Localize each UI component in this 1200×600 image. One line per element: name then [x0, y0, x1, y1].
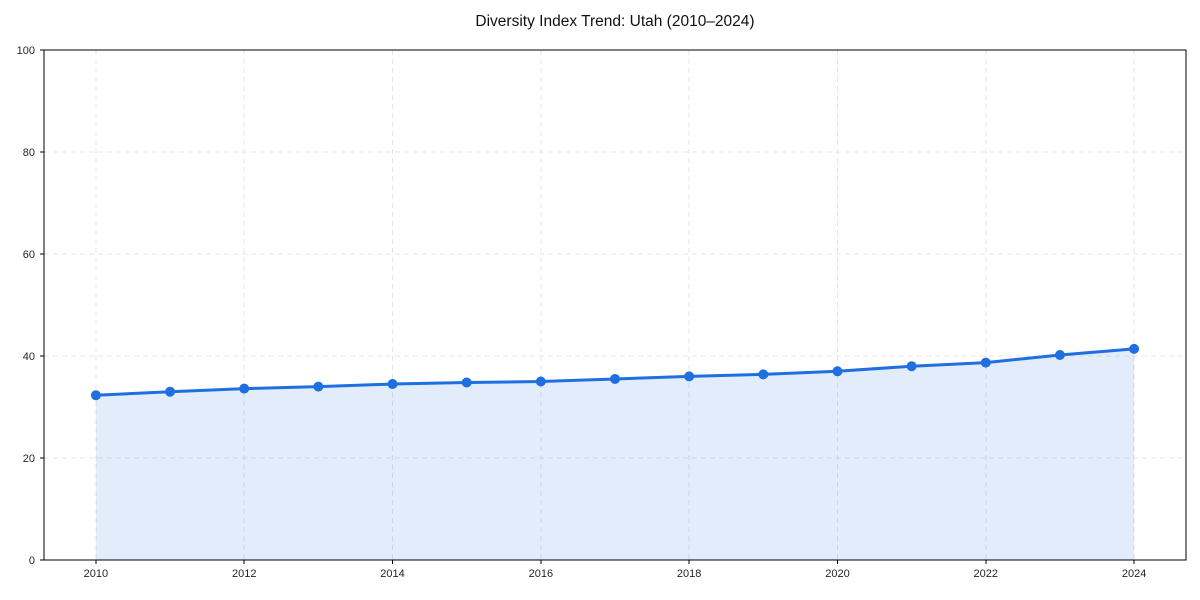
data-point-marker — [535, 376, 546, 387]
x-tick-label: 2024 — [1122, 568, 1146, 580]
y-tick-label: 80 — [23, 147, 35, 159]
data-point-marker — [610, 373, 620, 384]
x-tick-label: 2022 — [974, 568, 998, 580]
x-tick-label: 2014 — [380, 568, 404, 580]
data-point-marker — [758, 369, 769, 380]
data-point-marker — [165, 386, 176, 397]
data-point-marker — [1054, 349, 1065, 360]
data-point-marker — [313, 381, 324, 392]
y-tick-label: 100 — [17, 45, 35, 57]
y-tick-label: 20 — [23, 453, 35, 465]
data-point-marker — [1129, 343, 1140, 354]
x-tick-label: 2020 — [825, 568, 849, 580]
y-tick-label: 40 — [23, 351, 35, 363]
area-fill — [95, 348, 1135, 560]
y-tick-label: 60 — [23, 249, 35, 261]
x-tick-label: 2018 — [677, 568, 701, 580]
chart-title: Diversity Index Trend: Utah (2010–2024) — [475, 13, 755, 30]
data-point-marker — [980, 357, 991, 368]
data-point-marker — [832, 366, 843, 377]
data-point-marker — [684, 371, 695, 382]
data-point-marker — [461, 377, 472, 388]
plot-border — [43, 49, 1187, 561]
x-tick-label: 2010 — [84, 568, 108, 580]
data-point-marker — [906, 361, 917, 372]
x-tick-label: 2016 — [529, 568, 553, 580]
data-point-marker — [90, 390, 101, 401]
data-point-marker — [387, 379, 398, 390]
x-tick-label: 2012 — [232, 568, 256, 580]
y-tick-label: 0 — [29, 555, 35, 567]
data-point-marker — [239, 383, 250, 394]
